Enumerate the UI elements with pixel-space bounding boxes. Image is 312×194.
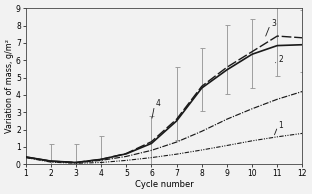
Text: 2: 2 bbox=[279, 55, 283, 64]
Text: 3: 3 bbox=[271, 19, 276, 28]
Text: 1: 1 bbox=[279, 121, 283, 130]
X-axis label: Cycle number: Cycle number bbox=[135, 180, 193, 189]
Text: 4: 4 bbox=[155, 99, 160, 108]
Y-axis label: Variation of mass, g/m²: Variation of mass, g/m² bbox=[5, 39, 14, 133]
